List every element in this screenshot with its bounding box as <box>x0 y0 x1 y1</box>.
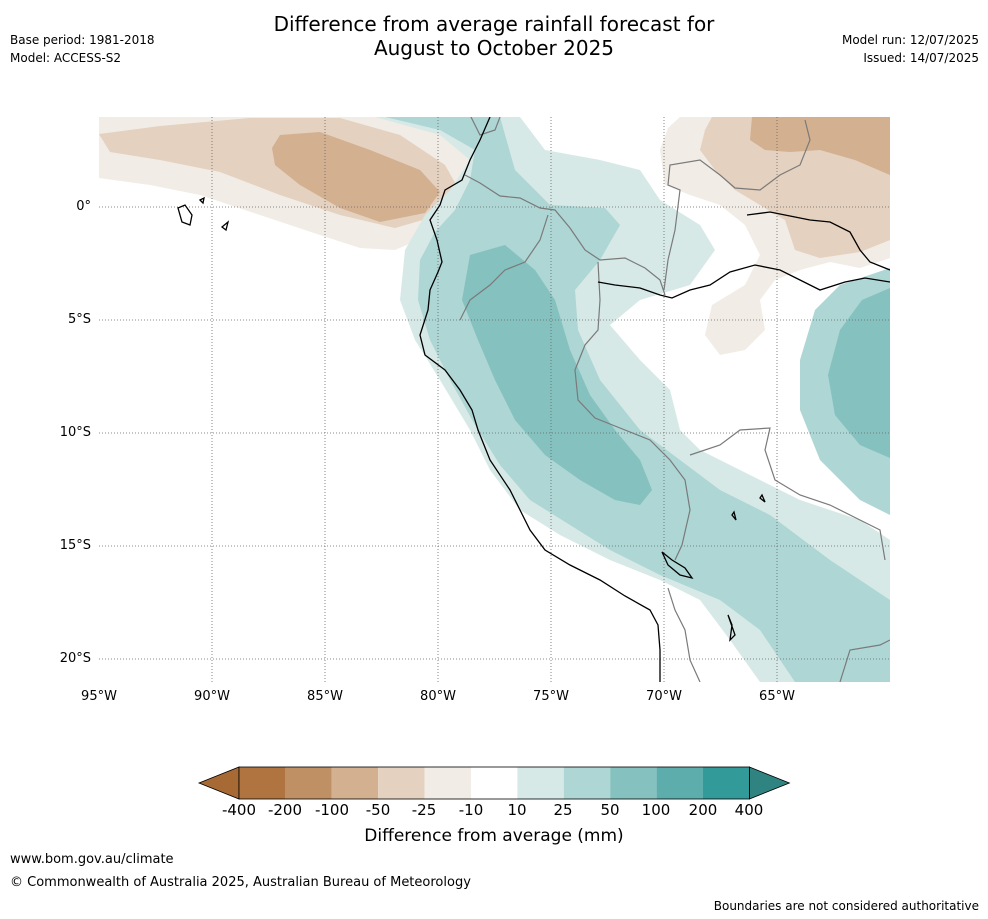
colorbar-swatch <box>703 767 750 799</box>
chart-title: Difference from average rainfall forecas… <box>0 12 988 60</box>
colorbar-label: 400 <box>734 801 764 819</box>
colorbar <box>197 766 791 800</box>
website-text: www.bom.gov.au/climate <box>10 852 174 867</box>
disclaimer-text: Boundaries are not considered authoritat… <box>713 899 979 913</box>
colorbar-label: 25 <box>553 801 573 819</box>
colorbar-swatch <box>239 767 286 799</box>
meta-right: Model run: 12/07/2025 Issued: 14/07/2025 <box>842 31 979 67</box>
base-period: Base period: 1981-2018 <box>10 33 155 47</box>
colorbar-swatch <box>656 767 703 799</box>
gridlines <box>99 117 890 682</box>
lon-label-75w: 75°W <box>533 689 569 704</box>
colorbar-label: -50 <box>365 801 391 819</box>
colorbar-label: -100 <box>314 801 350 819</box>
colorbar-label: -10 <box>458 801 484 819</box>
colorbar-extend-low <box>197 766 240 800</box>
copyright-text: © Commonwealth of Australia 2025, Austra… <box>10 875 471 890</box>
colorbar-swatch <box>331 767 379 799</box>
colorbar-swatch <box>424 767 471 799</box>
colorbar-extend-high <box>749 766 791 800</box>
wet-moderate-region-andes <box>462 245 652 505</box>
title-line-1: Difference from average rainfall forecas… <box>273 12 715 36</box>
colorbar-label: -200 <box>267 801 303 819</box>
colorbar-outline <box>238 766 750 800</box>
map-canvas <box>99 117 890 682</box>
colorbar-swatch <box>610 767 657 799</box>
issued-date: Issued: 14/07/2025 <box>863 51 979 65</box>
lat-label-20s: 20°S <box>59 651 91 666</box>
wet-moderate-region-amazon <box>828 288 890 458</box>
model-run: Model run: 12/07/2025 <box>841 33 979 47</box>
country-borders <box>459 117 890 682</box>
coastlines <box>177 117 890 682</box>
lon-label-65w: 65°W <box>759 689 795 704</box>
dry-moderate-region-pacific <box>272 132 440 222</box>
title-line-2: August to October 2025 <box>373 36 615 60</box>
colorbar-label: 200 <box>688 801 718 819</box>
colorbar-swatch <box>563 767 611 799</box>
colorbar-label: 50 <box>600 801 620 819</box>
lat-label-0: 0° <box>76 199 91 214</box>
colorbar-title: Difference from average (mm) <box>364 826 624 846</box>
lon-label-85w: 85°W <box>307 689 343 704</box>
colorbar-label: -25 <box>411 801 437 819</box>
dry-moderate-region-northeast <box>750 117 890 175</box>
lon-label-70w: 70°W <box>646 689 682 704</box>
colorbar-label: 100 <box>641 801 671 819</box>
colorbar-swatch <box>285 767 332 799</box>
lat-label-5s: 5°S <box>67 312 91 327</box>
colorbar-label: -400 <box>221 801 257 819</box>
lon-label-90w: 90°W <box>194 689 230 704</box>
colorbar-swatch <box>517 767 564 799</box>
colorbar-label: 10 <box>507 801 527 819</box>
lon-label-95w: 95°W <box>81 689 117 704</box>
lat-label-15s: 15°S <box>59 538 91 553</box>
lat-label-10s: 10°S <box>59 425 91 440</box>
colorbar-swatch <box>471 767 518 799</box>
colorbar-swatch <box>378 767 425 799</box>
meta-left: Base period: 1981-2018 Model: ACCESS-S2 <box>10 31 155 67</box>
model-name: Model: ACCESS-S2 <box>10 51 122 65</box>
lon-label-80w: 80°W <box>420 689 456 704</box>
